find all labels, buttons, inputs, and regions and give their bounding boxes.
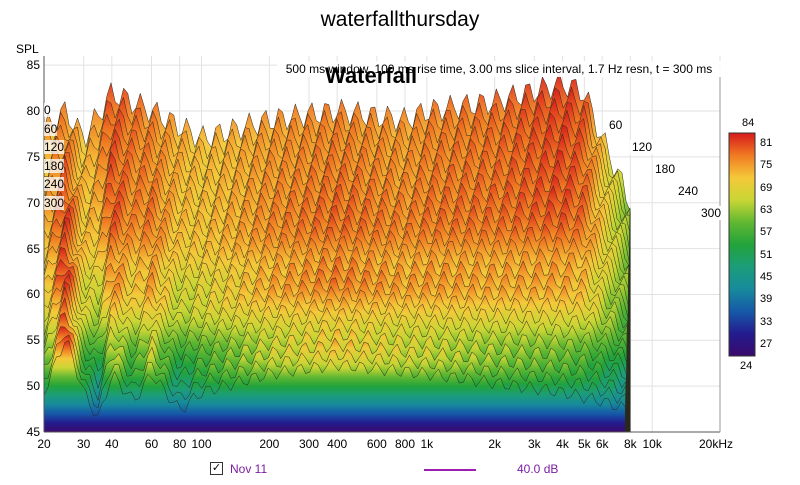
x-tick-label: 5k <box>577 437 591 451</box>
x-tick-label: 400 <box>327 437 348 451</box>
x-tick-label: 4k <box>556 437 569 451</box>
chart-title: waterfallthursday <box>320 8 480 31</box>
legend-series-name: Nov 11 <box>230 462 268 476</box>
y-tick-label: 60 <box>26 287 40 302</box>
colorbar-tick-label: 27 <box>760 337 773 350</box>
colorbar-tick-label: 45 <box>760 270 773 283</box>
overlay-title: Waterfall <box>325 63 418 88</box>
y-tick-label: 85 <box>26 58 40 73</box>
time-label: 180 <box>653 162 678 176</box>
colorbar-tick-label: 81 <box>760 137 773 150</box>
waterfall-slice <box>43 340 626 433</box>
x-tick-label: 1k <box>420 437 434 451</box>
time-label: 300 <box>699 206 724 220</box>
time-label: 0 <box>44 103 51 117</box>
x-tick-label: 2k <box>488 437 501 451</box>
x-tick-label: 30 <box>76 437 91 451</box>
colorbar-tick-label: 39 <box>760 293 773 306</box>
colorbar-tick-label: 24 <box>740 360 753 372</box>
x-tick-label: 800 <box>394 437 415 451</box>
time-label: 240 <box>676 184 701 198</box>
axis-frame <box>43 56 721 433</box>
y-tick-label: 55 <box>26 333 40 348</box>
colorbar-tick-label: 69 <box>760 181 773 194</box>
x-tick-label: 8k <box>623 437 637 451</box>
y-tick-label: 75 <box>26 149 40 164</box>
time-label: 120 <box>44 140 65 154</box>
x-tick-label: 40 <box>105 437 119 451</box>
time-label: 300 <box>44 195 65 210</box>
colorbar-tick-label: 33 <box>760 315 773 328</box>
y-tick-label: 65 <box>26 241 40 256</box>
x-tick-label: 6k <box>595 437 609 451</box>
x-tick-label: 20kHz <box>698 437 734 451</box>
x-tick-label: 10k <box>642 437 662 451</box>
colorbar-tick-label: 57 <box>760 226 773 239</box>
time-label: 60 <box>44 121 58 136</box>
time-label: 180 <box>44 158 65 173</box>
info-text: 500 ms window, 100 ms rise time, 3.00 ms… <box>277 61 721 77</box>
legend: ✓ Nov 11 40.0 dB <box>0 461 800 481</box>
colorbar-tick-label: 75 <box>760 159 773 172</box>
x-tick-label: 600 <box>366 437 387 451</box>
x-tick-label: 200 <box>259 437 280 451</box>
legend-checkbox[interactable]: ✓ <box>210 462 223 475</box>
waterfall-surface <box>43 70 631 433</box>
colorbar-tick-label: 51 <box>760 248 773 261</box>
y-tick-label: 70 <box>26 195 40 210</box>
colorbar <box>728 132 756 357</box>
x-tick-label: 60 <box>144 437 159 451</box>
y-axis-label: SPL <box>16 42 39 56</box>
legend-line-swatch <box>424 469 476 471</box>
x-tick-label: 300 <box>298 437 320 451</box>
x-tick-label: 100 <box>191 437 212 451</box>
time-label: 240 <box>44 177 65 191</box>
time-label: 120 <box>630 140 655 154</box>
y-tick-label: 45 <box>26 425 40 439</box>
legend-value: 40.0 dB <box>517 462 559 476</box>
x-tick-label: 3k <box>528 437 541 451</box>
x-tick-label: 80 <box>172 437 187 451</box>
colorbar-tick-label: 84 <box>742 117 755 129</box>
y-tick-label: 80 <box>26 104 40 119</box>
x-tick-label: 20 <box>37 437 51 451</box>
colorbar-tick-label: 63 <box>760 204 773 217</box>
y-tick-label: 50 <box>26 379 40 394</box>
time-label: 60 <box>607 118 625 132</box>
